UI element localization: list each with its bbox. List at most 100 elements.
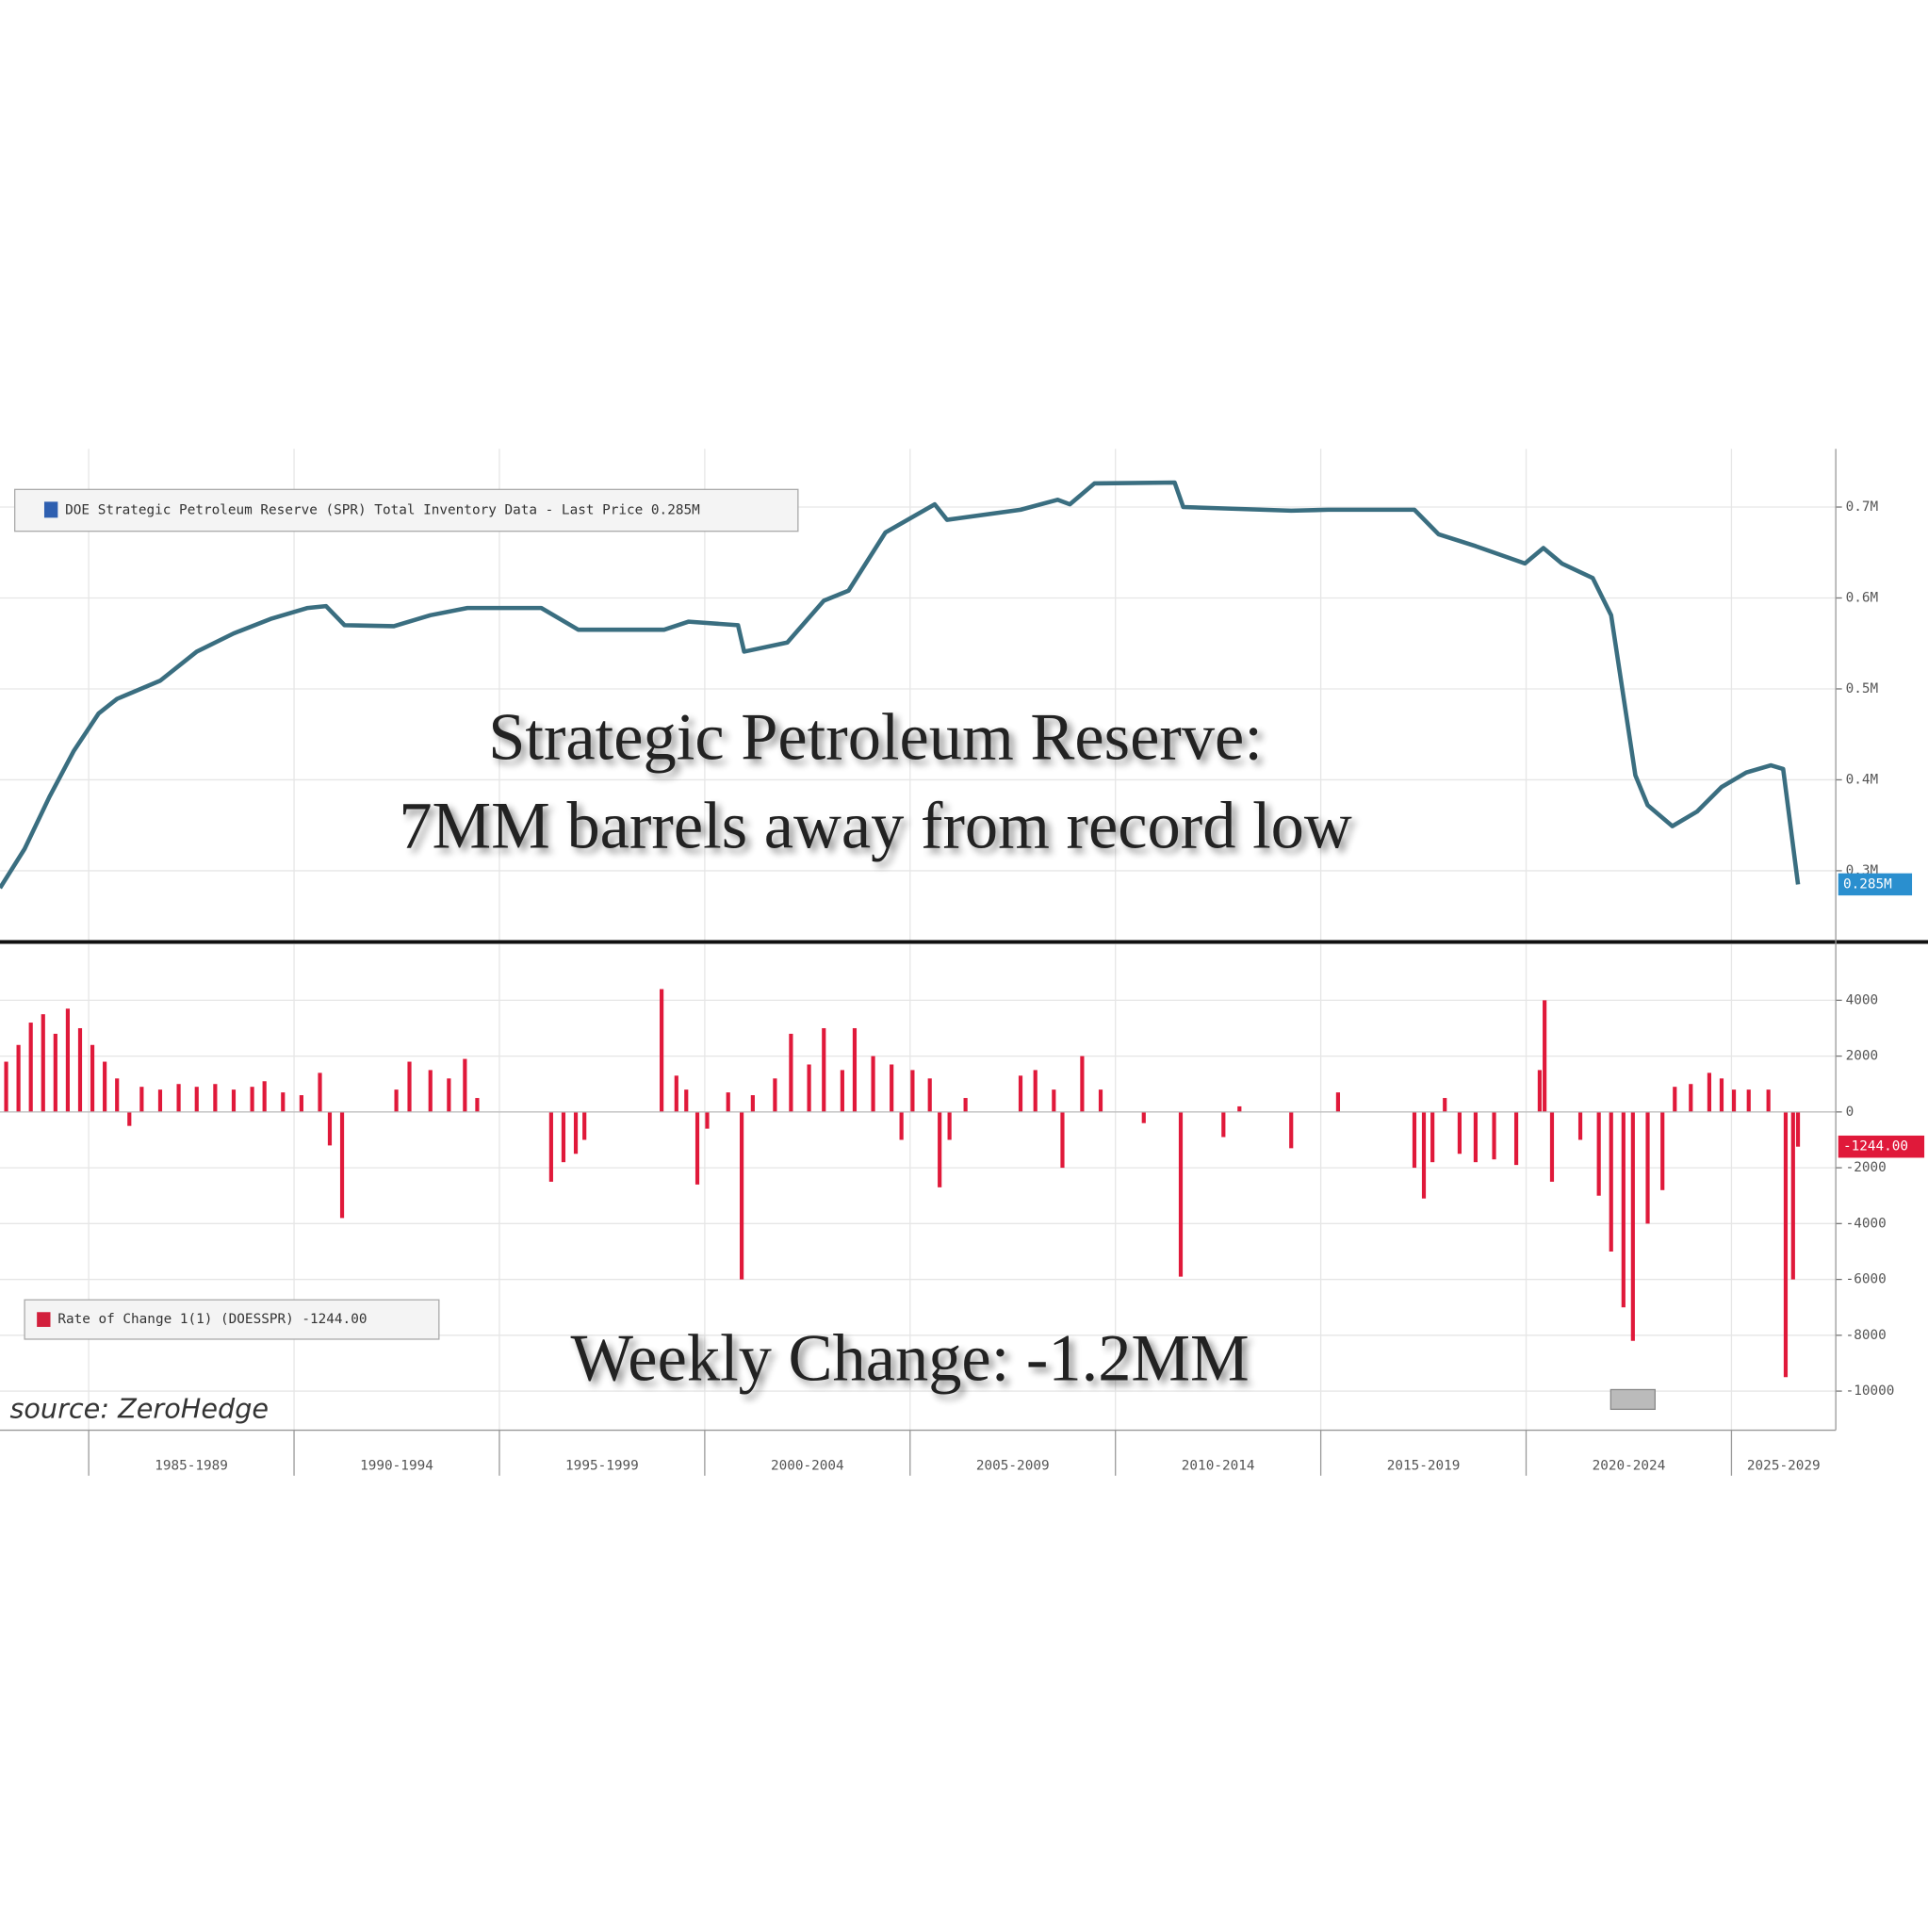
bar bbox=[1673, 1087, 1677, 1112]
bar bbox=[1746, 1089, 1751, 1112]
bar bbox=[127, 1111, 132, 1126]
bar bbox=[157, 1089, 163, 1112]
bar bbox=[299, 1095, 303, 1112]
legend-swatch bbox=[37, 1312, 51, 1327]
bar bbox=[28, 1023, 33, 1112]
bar bbox=[231, 1089, 237, 1112]
bar bbox=[475, 1098, 480, 1112]
x-tick-label: 2015-2019 bbox=[1387, 1458, 1461, 1473]
source: source: ZeroHedge bbox=[9, 1393, 269, 1425]
bar bbox=[852, 1027, 858, 1112]
x-tick-label: 1990-1994 bbox=[360, 1458, 433, 1473]
x-tick-label: 2020-2024 bbox=[1593, 1458, 1666, 1473]
legend-label: Rate of Change 1(1) (DOESSPR) -1244.00 bbox=[57, 1312, 367, 1327]
y-tick-label: -2000 bbox=[1846, 1160, 1887, 1175]
bar bbox=[548, 1111, 553, 1182]
bar bbox=[428, 1070, 433, 1112]
bar bbox=[115, 1078, 120, 1112]
bar bbox=[1731, 1089, 1737, 1112]
bar bbox=[705, 1111, 710, 1129]
y-tick-label: 0.6M bbox=[1846, 590, 1879, 605]
bar bbox=[339, 1111, 345, 1219]
last-value-label: -1244.00 bbox=[1843, 1139, 1908, 1154]
bar bbox=[1421, 1111, 1427, 1199]
bar bbox=[660, 989, 664, 1112]
bar bbox=[139, 1087, 144, 1112]
y-tick-label: 4000 bbox=[1846, 992, 1879, 1007]
y-tick-label: 0.5M bbox=[1846, 681, 1879, 696]
bar bbox=[694, 1111, 700, 1185]
bar bbox=[1660, 1111, 1665, 1190]
bar bbox=[910, 1070, 915, 1112]
bar bbox=[1549, 1111, 1555, 1182]
bar bbox=[1543, 1000, 1547, 1112]
bar bbox=[53, 1033, 57, 1112]
bar bbox=[963, 1098, 968, 1112]
bar bbox=[1457, 1111, 1462, 1154]
bar bbox=[740, 1111, 744, 1280]
bar bbox=[1141, 1111, 1146, 1123]
bar bbox=[4, 1061, 8, 1112]
bar bbox=[394, 1089, 399, 1112]
bar bbox=[1645, 1111, 1650, 1224]
bar bbox=[573, 1111, 579, 1154]
legend-top: DOE Strategic Petroleum Reserve (SPR) To… bbox=[14, 488, 799, 532]
last-value-label: 0.285M bbox=[1843, 876, 1892, 892]
legend-label: DOE Strategic Petroleum Reserve (SPR) To… bbox=[65, 503, 700, 518]
bar bbox=[1033, 1070, 1038, 1112]
bar bbox=[1080, 1056, 1085, 1112]
bar bbox=[90, 1044, 95, 1112]
bar bbox=[1689, 1084, 1693, 1112]
legend-bottom: Rate of Change 1(1) (DOESSPR) -1244.00 bbox=[24, 1299, 440, 1340]
bar bbox=[1178, 1111, 1184, 1277]
bar bbox=[1335, 1092, 1341, 1112]
bar bbox=[674, 1075, 678, 1112]
bar bbox=[281, 1092, 286, 1112]
bar bbox=[1473, 1111, 1479, 1163]
annotation: Strategic Petroleum Reserve: bbox=[488, 701, 1263, 775]
bar bbox=[899, 1111, 904, 1140]
bar bbox=[1577, 1111, 1583, 1140]
y-tick-label: 0.7M bbox=[1846, 499, 1879, 515]
bar bbox=[1430, 1111, 1435, 1163]
last-value-tag bbox=[1838, 1135, 1925, 1158]
bar bbox=[447, 1078, 451, 1112]
last-value-tag bbox=[1838, 873, 1913, 896]
y-tick-label: -8000 bbox=[1846, 1328, 1887, 1343]
bar bbox=[407, 1061, 412, 1112]
bar bbox=[1719, 1078, 1724, 1112]
bar bbox=[1018, 1075, 1023, 1112]
bar bbox=[1060, 1111, 1065, 1169]
bar bbox=[1098, 1089, 1103, 1112]
bar bbox=[726, 1092, 730, 1112]
bar bbox=[938, 1111, 942, 1187]
y-tick-label: -4000 bbox=[1846, 1216, 1887, 1231]
bar bbox=[840, 1070, 844, 1112]
bar bbox=[1766, 1089, 1771, 1112]
bar bbox=[103, 1061, 107, 1112]
bar bbox=[822, 1027, 826, 1112]
bar bbox=[1492, 1111, 1496, 1160]
bar bbox=[1443, 1098, 1447, 1112]
marks bbox=[0, 480, 1837, 1378]
bar bbox=[16, 1044, 21, 1112]
bar bbox=[65, 1008, 70, 1112]
x-tick-label: 2010-2014 bbox=[1182, 1458, 1255, 1473]
line bbox=[0, 480, 1801, 890]
bar bbox=[890, 1064, 894, 1112]
x-tick-label: 2005-2009 bbox=[976, 1458, 1050, 1473]
bar bbox=[684, 1089, 689, 1112]
bar bbox=[1621, 1111, 1626, 1308]
scroll-handle bbox=[1609, 1388, 1656, 1411]
bar bbox=[463, 1058, 467, 1112]
x-tick-label: 1985-1989 bbox=[155, 1458, 228, 1473]
bar bbox=[1795, 1111, 1801, 1147]
bar bbox=[1052, 1089, 1056, 1112]
bar bbox=[1783, 1111, 1789, 1378]
plot-area bbox=[0, 449, 1837, 1431]
y-tick-label: 0.4M bbox=[1846, 772, 1879, 787]
legend-box bbox=[24, 1299, 440, 1340]
y-tick-label: -6000 bbox=[1846, 1272, 1887, 1287]
bar bbox=[789, 1033, 793, 1112]
